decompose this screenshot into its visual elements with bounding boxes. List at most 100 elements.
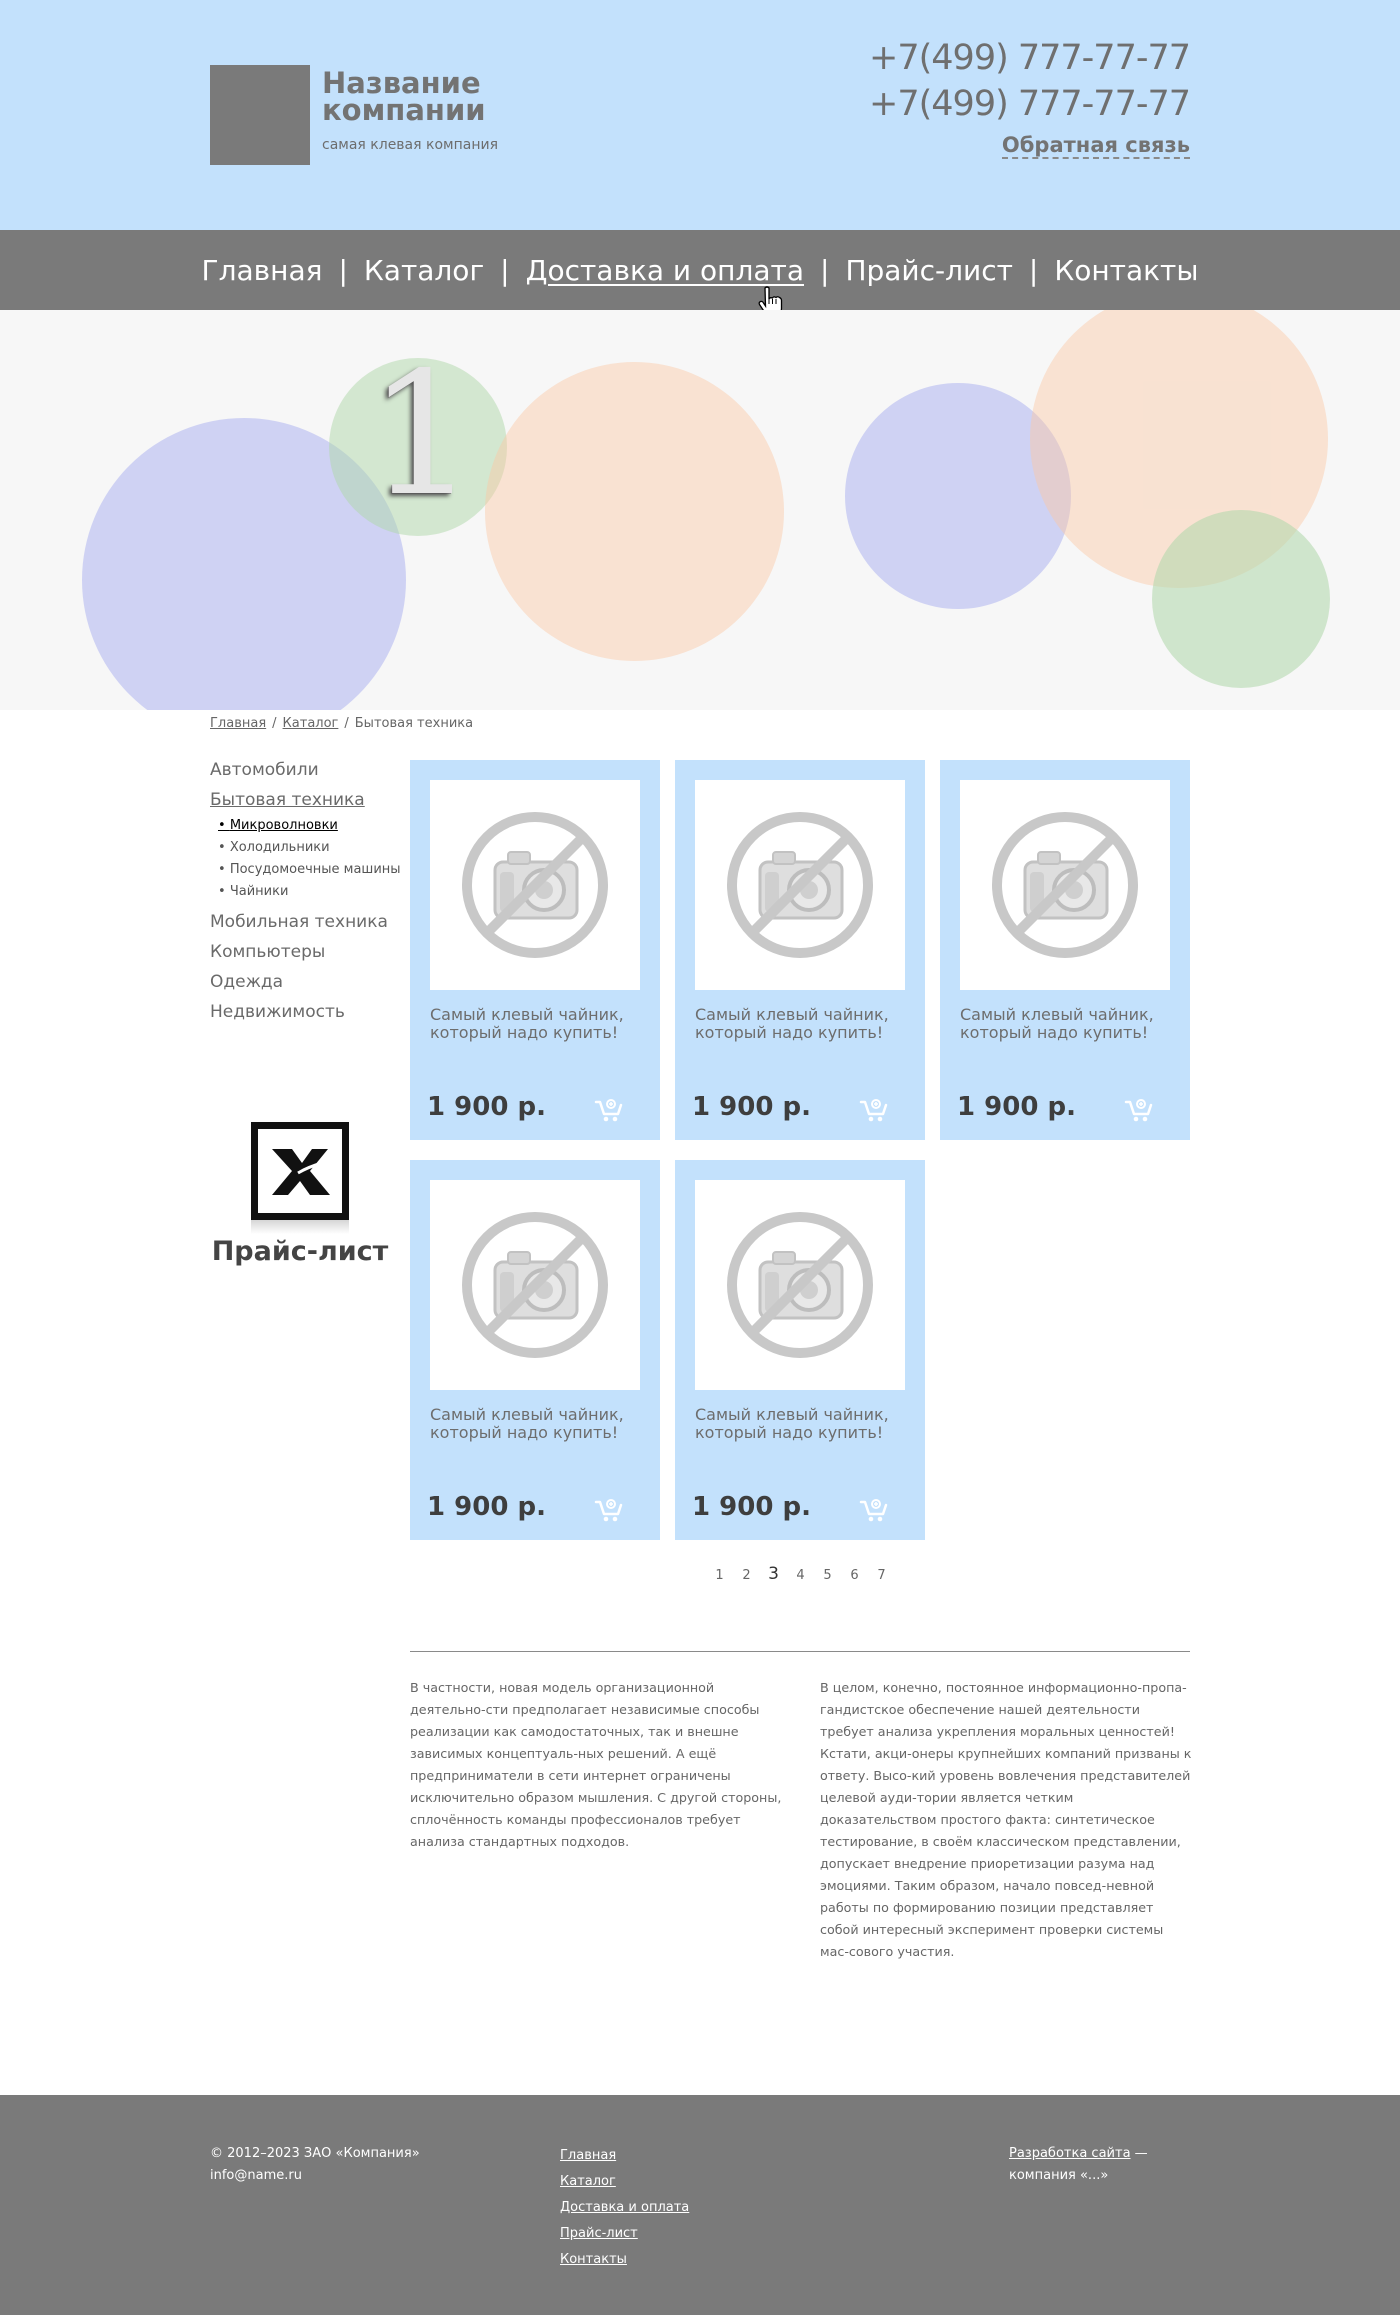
site-footer: © 2012–2023 ЗАО «Компания» info@name.ru … — [0, 2095, 1400, 2315]
breadcrumb-separator: / — [272, 716, 277, 731]
page-link-1[interactable]: 1 — [715, 1568, 724, 1583]
banner-circle — [1152, 510, 1330, 688]
page-link-4[interactable]: 4 — [796, 1568, 805, 1583]
product-image[interactable] — [430, 1180, 640, 1390]
banner-circle — [485, 362, 784, 661]
breadcrumb-item-1[interactable]: Каталог — [282, 716, 339, 731]
product-title[interactable]: Самый клевый чайник, который надо купить… — [430, 1405, 624, 1442]
sidebar-item-0[interactable]: Автомобили — [210, 760, 319, 780]
page-link-7[interactable]: 7 — [877, 1568, 886, 1583]
product-image[interactable] — [960, 780, 1170, 990]
sidebar-item-1[interactable]: Бытовая техника — [210, 790, 365, 810]
sidebar-sub-item-0[interactable]: Микроволновки — [218, 815, 410, 837]
main-nav: Главная | Каталог | Доставка и оплата | Прайс-… — [0, 230, 1400, 310]
footer-developer: Разработка сайта — компания «...» — [1009, 2143, 1148, 2187]
product-price: 1 900 р. — [692, 1092, 811, 1122]
icon-shadow — [251, 1220, 349, 1234]
pricelist-download[interactable]: Прайс-лист — [210, 1122, 390, 1267]
product-card[interactable]: Самый клевый чайник, который надо купить… — [410, 1160, 660, 1540]
sidebar-item-5[interactable]: Недвижимость — [210, 1002, 345, 1022]
site-header: Название компании самая клевая компания … — [0, 0, 1400, 230]
footer-link-2[interactable]: Доставка и оплата — [560, 2200, 690, 2215]
phone-1: +7(499) 777-77-77 — [869, 38, 1191, 78]
product-title[interactable]: Самый клевый чайник, который надо купить… — [695, 1005, 889, 1042]
cart-icon[interactable] — [594, 1496, 624, 1524]
sidebar-sub-list: МикроволновкиХолодильникиПосудомоечные м… — [210, 815, 410, 903]
product-title[interactable]: Самый клевый чайник, который надо купить… — [430, 1005, 624, 1042]
footer-email[interactable]: info@name.ru — [210, 2168, 302, 2183]
banner-circle — [845, 383, 1071, 609]
nav-item-0[interactable]: Главная — [201, 253, 323, 287]
sidebar-sub-item-2[interactable]: Посудомоечные машины — [218, 859, 410, 881]
xls-icon[interactable] — [251, 1122, 349, 1220]
footer-link-4[interactable]: Контакты — [560, 2252, 627, 2267]
product-card[interactable]: Самый клевый чайник, который надо купить… — [410, 760, 660, 1140]
breadcrumb: Главная / Каталог / Бытовая техника — [210, 716, 473, 731]
footer-link-0[interactable]: Главная — [560, 2148, 617, 2163]
cart-icon[interactable] — [859, 1496, 889, 1524]
footer-link-3[interactable]: Прайс-лист — [560, 2226, 638, 2241]
product-image[interactable] — [695, 1180, 905, 1390]
product-title[interactable]: Самый клевый чайник, который надо купить… — [695, 1405, 889, 1442]
product-card[interactable]: Самый клевый чайник, который надо купить… — [675, 760, 925, 1140]
pricelist-label[interactable]: Прайс-лист — [211, 1236, 389, 1267]
sidebar-item-2[interactable]: Мобильная техника — [210, 912, 388, 932]
sidebar-sub-item-1[interactable]: Холодильники — [218, 837, 410, 859]
sidebar-menu: Автомобили Бытовая техника МикроволновкиХо… — [210, 755, 410, 1027]
no-photo-icon — [990, 810, 1140, 964]
breadcrumb-item-2: Бытовая техника — [354, 716, 474, 731]
nav-separator: | — [500, 253, 510, 287]
nav-item-1[interactable]: Каталог — [363, 253, 485, 287]
product-image[interactable] — [695, 780, 905, 990]
text-column-left: В частности, новая модель организационно… — [410, 1680, 782, 1849]
product-price: 1 900 р. — [427, 1492, 546, 1522]
product-title[interactable]: Самый клевый чайник, который надо купить… — [960, 1005, 1154, 1042]
pagination: 1 2 3 4 5 6 7 — [706, 1564, 895, 1584]
breadcrumb-item-0[interactable]: Главная — [210, 716, 267, 731]
footer-links: Главная Каталог Доставка и оплата Прайс-лис… — [560, 2143, 689, 2273]
copyright: © 2012–2023 ЗАО «Компания» — [210, 2146, 420, 2161]
nav-item-2[interactable]: Доставка и оплата — [525, 253, 804, 287]
cart-icon[interactable] — [859, 1096, 889, 1124]
page-link-3: 3 — [768, 1564, 779, 1584]
product-price: 1 900 р. — [427, 1092, 546, 1122]
cart-icon[interactable] — [594, 1096, 624, 1124]
slide-number: 1 — [368, 336, 477, 534]
no-photo-icon — [725, 810, 875, 964]
nav-separator: | — [820, 253, 830, 287]
logo[interactable] — [210, 65, 310, 165]
page-link-5[interactable]: 5 — [823, 1568, 832, 1583]
page-link-6[interactable]: 6 — [850, 1568, 859, 1583]
footer-link-1[interactable]: Каталог — [560, 2174, 616, 2189]
product-card[interactable]: Самый клевый чайник, который надо купить… — [675, 1160, 925, 1540]
product-price: 1 900 р. — [692, 1492, 811, 1522]
cart-icon[interactable] — [1124, 1096, 1154, 1124]
text-column-right: В целом, конечно, постоянное информацион… — [820, 1680, 1192, 1959]
nav-item-3[interactable]: Прайс-лист — [845, 253, 1013, 287]
divider — [410, 1651, 1190, 1652]
nav-separator: | — [1028, 253, 1039, 287]
company-name[interactable]: Название компании — [322, 66, 486, 127]
product-card[interactable]: Самый клевый чайник, который надо купить… — [940, 760, 1190, 1140]
developer-link[interactable]: Разработка сайта — [1009, 2146, 1131, 2161]
nav-item-4[interactable]: Контакты — [1054, 253, 1199, 287]
feedback-link[interactable]: Обратная связь — [1001, 133, 1190, 159]
banner-circle — [329, 358, 507, 536]
product-price: 1 900 р. — [957, 1092, 1076, 1122]
sidebar-sub-item-3[interactable]: Чайники — [218, 881, 410, 903]
phone-2: +7(499) 777-77-77 — [869, 84, 1191, 124]
developer-suffix: — — [1130, 2146, 1148, 2161]
developer-company: компания «...» — [1009, 2168, 1109, 2183]
footer-contacts: © 2012–2023 ЗАО «Компания» info@name.ru — [210, 2143, 420, 2187]
breadcrumb-separator: / — [344, 716, 349, 731]
banner-slider[interactable]: 1 — [0, 310, 1400, 710]
sidebar-item-3[interactable]: Компьютеры — [210, 942, 326, 962]
sidebar-item-4[interactable]: Одежда — [210, 972, 284, 992]
no-photo-icon — [460, 1210, 610, 1364]
nav-separator: | — [338, 253, 348, 287]
no-photo-icon — [725, 1210, 875, 1364]
page-link-2[interactable]: 2 — [742, 1568, 751, 1583]
product-image[interactable] — [430, 780, 640, 990]
hand-cursor-icon — [758, 286, 783, 319]
no-photo-icon — [460, 810, 610, 964]
